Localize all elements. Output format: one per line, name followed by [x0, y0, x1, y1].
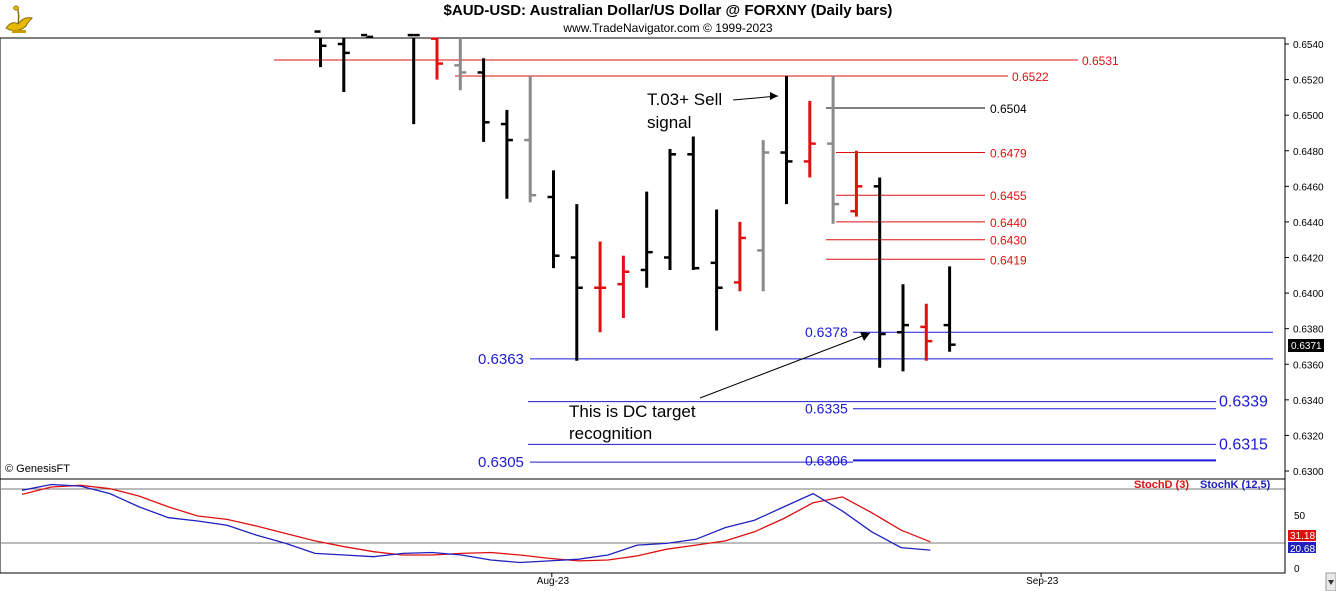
annotation-dc-target: This is DC target recognition: [569, 332, 871, 443]
price-bar: [314, 30, 327, 68]
annotation-dc-line1: This is DC target: [569, 402, 696, 421]
genie-lamp-icon: [5, 5, 33, 33]
level-label: 0.6479: [990, 147, 1027, 161]
price-bar: [570, 204, 583, 361]
stochd-last-box: [1288, 530, 1316, 541]
last-price-label: 0.6371: [1291, 341, 1322, 352]
chart-subtitle: www.TradeNavigator.com © 1999-2023: [563, 21, 773, 35]
y-tick-label: 0.6300: [1293, 467, 1324, 478]
level-label: 0.6419: [990, 253, 1027, 267]
stoch-line: [21, 484, 931, 562]
price-bar: [827, 76, 840, 224]
price-bar: [897, 284, 909, 372]
price-bar: [431, 37, 443, 80]
y-tick-label: 0.6380: [1293, 325, 1324, 336]
stoch-tick-0: 0: [1294, 564, 1300, 575]
y-tick-label: 0.6420: [1293, 254, 1324, 265]
stochd-last-value: 31.18: [1290, 531, 1315, 542]
level-label: 0.6306: [805, 452, 848, 468]
price-bar: [687, 136, 700, 270]
price-bar: [477, 58, 490, 142]
price-bar: [850, 150, 863, 217]
price-bar: [943, 266, 956, 352]
stochd-legend: StochD (3): [1134, 479, 1189, 491]
stochk-last-value: 20.68: [1290, 544, 1315, 555]
x-tick-label: Sep-23: [1026, 576, 1059, 587]
level-label: 0.6440: [990, 216, 1027, 230]
y-tick-label: 0.6460: [1293, 182, 1324, 193]
price-bar: [361, 33, 374, 39]
price-bar: [337, 38, 350, 93]
price-bar: [640, 191, 653, 288]
stoch-line: [21, 483, 931, 564]
price-bar: [873, 177, 886, 368]
stochk-legend: StochK (12,5): [1200, 479, 1271, 491]
price-bar: [803, 100, 816, 178]
price-bar: [594, 241, 607, 333]
y-tick-label: 0.6540: [1293, 40, 1324, 51]
price-bar: [524, 76, 537, 203]
chart-title: $AUD-USD: Australian Dollar/US Dollar @ …: [443, 2, 893, 19]
level-label: 0.6522: [1012, 70, 1049, 84]
level-label: 0.6504: [990, 102, 1027, 116]
stochk-last-box: [1288, 542, 1316, 553]
price-bar: [664, 148, 676, 270]
level-label: 0.6455: [990, 189, 1027, 203]
genesis-watermark: © GenesisFT: [5, 463, 70, 475]
annotation-sell-line2: signal: [647, 113, 691, 132]
level-label: 0.6531: [1082, 54, 1119, 68]
price-bar: [500, 109, 513, 199]
y-tick-label: 0.6320: [1293, 431, 1324, 442]
price-bar: [454, 38, 467, 91]
stoch-tick-50: 50: [1294, 511, 1306, 522]
y-tick-label: 0.6440: [1293, 218, 1324, 229]
price-bar: [547, 170, 560, 269]
price-bar: [920, 303, 933, 361]
level-label: 0.6335: [805, 401, 848, 417]
y-tick-label: 0.6360: [1293, 360, 1324, 371]
price-bar: [710, 209, 723, 331]
x-tick-label: Aug-23: [537, 576, 570, 587]
y-tick-label: 0.6340: [1293, 396, 1324, 407]
y-tick-label: 0.6400: [1293, 289, 1324, 300]
level-label: 0.6305: [478, 454, 524, 471]
last-price-box: [1288, 339, 1324, 352]
level-label: 0.6315: [1219, 436, 1268, 453]
scroll-down-button[interactable]: [1325, 572, 1336, 591]
level-label: 0.6430: [990, 234, 1027, 248]
stoch-panel: [0, 478, 1286, 574]
level-label: 0.6339: [1219, 394, 1268, 411]
price-bar: [780, 76, 793, 205]
price-bar: [407, 33, 420, 125]
annotation-sell-line1: T.03+ Sell: [647, 90, 722, 109]
price-bar: [733, 221, 746, 292]
y-tick-label: 0.6500: [1293, 111, 1324, 122]
price-bar: [617, 255, 630, 318]
y-tick-label: 0.6480: [1293, 147, 1324, 158]
annotation-dc-line2: recognition: [569, 424, 652, 443]
price-bar: [757, 140, 770, 292]
level-label: 0.6378: [805, 324, 848, 340]
level-label: 0.6363: [478, 351, 524, 368]
annotation-sell-signal: T.03+ Sell signal: [647, 90, 779, 132]
y-tick-label: 0.6520: [1293, 76, 1324, 87]
